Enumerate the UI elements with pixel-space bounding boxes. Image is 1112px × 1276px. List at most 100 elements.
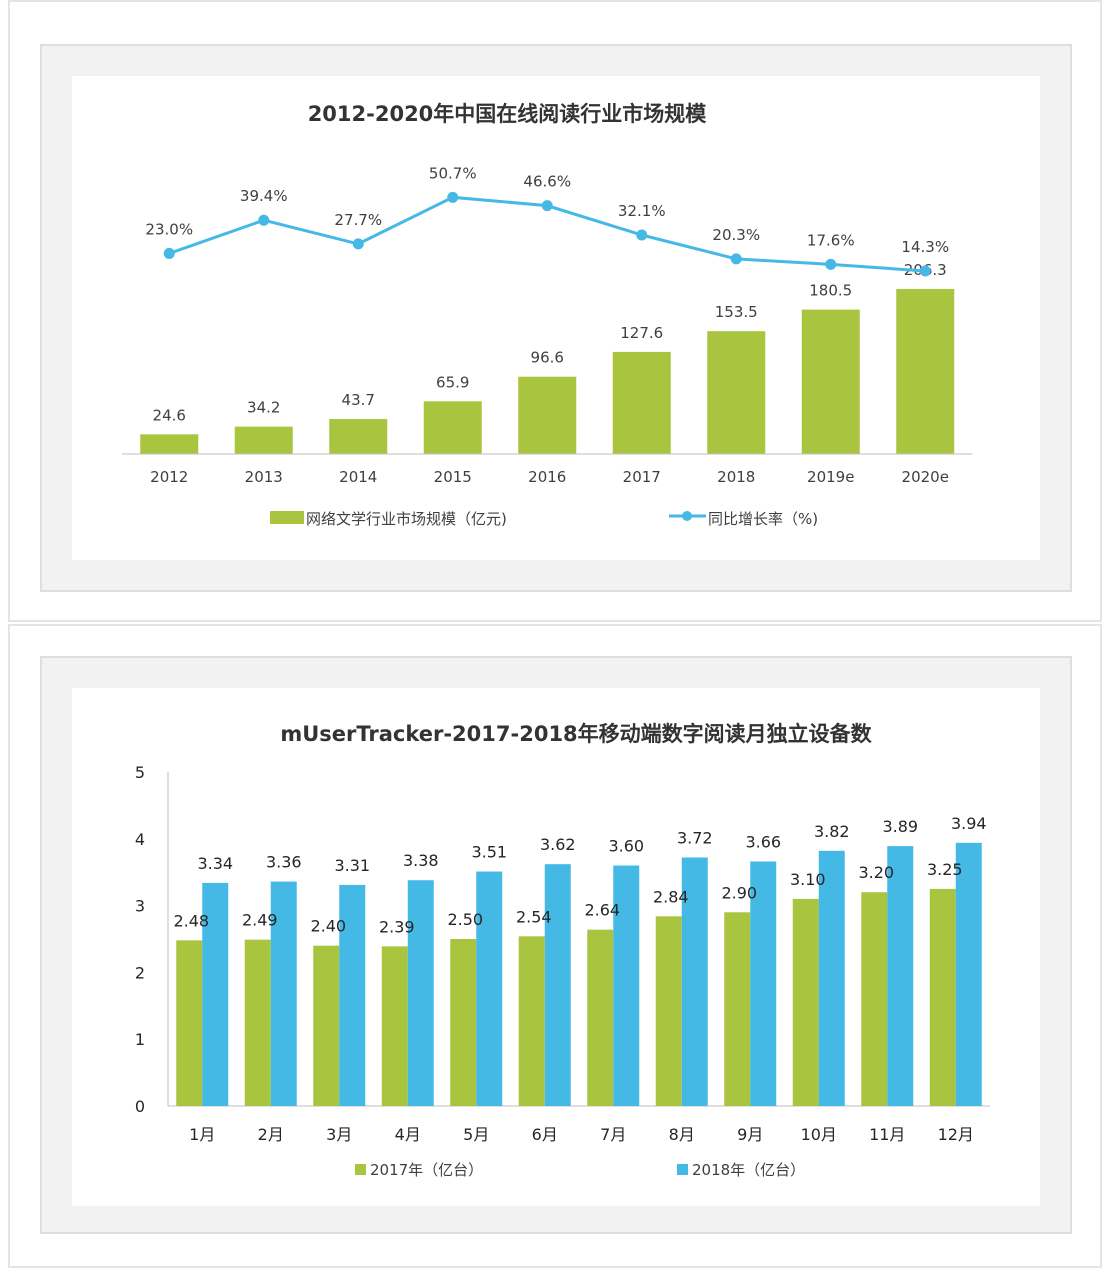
y-tick-label: 0	[135, 1097, 145, 1116]
bar-2017	[861, 892, 888, 1106]
x-tick-label: 2015	[434, 468, 472, 486]
data-label: 24.6	[153, 406, 186, 424]
x-tick-label: 5月	[463, 1125, 489, 1144]
bar	[612, 351, 671, 454]
data-label: 65.9	[436, 373, 469, 391]
bar-2018	[270, 881, 297, 1106]
bar-2017	[313, 945, 340, 1106]
bar-2018	[339, 884, 366, 1106]
bar-2018	[681, 857, 708, 1106]
monthly-devices-chart: mUserTracker-2017-2018年移动端数字阅读月独立设备数 012…	[135, 722, 990, 1179]
bar-2018	[750, 861, 777, 1106]
x-tick-label: 2020e	[902, 468, 949, 486]
x-tick-label: 11月	[869, 1125, 905, 1144]
legend-label: 网络文学行业市场规模（亿元)	[306, 510, 507, 528]
y-tick-label: 1	[135, 1030, 145, 1049]
bar-2018	[613, 865, 640, 1106]
data-label: 3.34	[197, 854, 233, 873]
bar-2017	[518, 936, 545, 1106]
chart-frame-1: 2012-2020年中国在线阅读行业市场规模 24.6 2012 34.2 2013 4…	[40, 44, 1072, 592]
data-label: 2.49	[242, 911, 278, 930]
bar-2017	[244, 939, 271, 1106]
x-tick-label: 2012	[150, 468, 188, 486]
bar-2017	[587, 929, 614, 1106]
bar	[801, 309, 860, 454]
bar	[518, 376, 577, 454]
line-point	[825, 258, 837, 270]
legend-label: 同比增长率（%)	[708, 510, 818, 528]
x-tick-label: 4月	[395, 1125, 421, 1144]
bar	[234, 426, 293, 454]
data-label: 3.60	[608, 837, 644, 856]
data-label: 2.54	[516, 907, 552, 926]
bar-2017	[724, 912, 751, 1106]
data-label: 3.20	[858, 863, 894, 882]
market-size-chart: 2012-2020年中国在线阅读行业市场规模 24.6 2012 34.2 2013 4…	[122, 102, 973, 528]
y-tick-label: 4	[135, 830, 145, 849]
bar-2017	[381, 946, 408, 1106]
data-label: 3.66	[745, 833, 781, 852]
bar-2018	[887, 846, 914, 1106]
bar	[140, 434, 199, 454]
x-tick-label: 6月	[532, 1125, 558, 1144]
bar-2017	[450, 939, 477, 1106]
legend-label: 2018年（亿台）	[692, 1161, 805, 1179]
chart-title: mUserTracker-2017-2018年移动端数字阅读月独立设备数	[280, 722, 872, 746]
data-label: 3.36	[266, 853, 302, 872]
line-point	[352, 238, 364, 250]
bar	[896, 288, 955, 454]
x-tick-label: 8月	[669, 1125, 695, 1144]
legend-swatch-bar	[270, 511, 304, 524]
x-tick-label: 1月	[189, 1125, 215, 1144]
bar-2018	[476, 871, 503, 1106]
x-tick-label: 2014	[339, 468, 377, 486]
data-label: 3.38	[403, 851, 439, 870]
data-label: 43.7	[342, 391, 375, 409]
data-label: 2.50	[447, 910, 483, 929]
bar-2018	[955, 842, 982, 1106]
data-label: 3.51	[471, 843, 507, 862]
data-label: 20.3%	[712, 226, 760, 244]
bar	[423, 401, 482, 454]
chart-panel-1: 2012-2020年中国在线阅读行业市场规模 24.6 2012 34.2 2013 4…	[8, 0, 1102, 622]
bar-2018	[407, 880, 434, 1106]
y-tick-label: 2	[135, 963, 145, 982]
bar	[707, 331, 766, 454]
legend-label: 2017年（亿台）	[370, 1161, 483, 1179]
x-tick-label: 2月	[258, 1125, 284, 1144]
x-tick-label: 2016	[528, 468, 566, 486]
data-label: 32.1%	[618, 202, 666, 220]
data-label: 180.5	[809, 282, 852, 300]
line-point	[919, 265, 931, 277]
line-point	[163, 247, 175, 259]
data-label: 2.64	[584, 901, 620, 920]
data-label: 14.3%	[901, 238, 949, 256]
data-label: 3.62	[540, 835, 576, 854]
bar	[329, 419, 388, 454]
legend-swatch-2018	[677, 1164, 688, 1175]
x-tick-label: 2018	[717, 468, 755, 486]
legend-swatch-point	[682, 511, 692, 521]
x-tick-label: 7月	[600, 1125, 626, 1144]
data-label: 3.89	[882, 817, 918, 836]
data-label: 2.40	[310, 917, 346, 936]
data-label: 34.2	[247, 399, 280, 417]
x-tick-label: 12月	[938, 1125, 974, 1144]
line-point	[730, 253, 742, 265]
x-tick-label: 2017	[623, 468, 661, 486]
data-label: 2.90	[721, 883, 757, 902]
line-point	[258, 214, 270, 226]
chart-title: 2012-2020年中国在线阅读行业市场规模	[308, 102, 708, 126]
data-label: 2.84	[653, 887, 689, 906]
line-point	[447, 191, 459, 203]
x-tick-label: 2013	[245, 468, 283, 486]
bar-2017	[176, 940, 203, 1106]
bar-2017	[655, 916, 682, 1106]
data-label: 3.94	[951, 814, 987, 833]
data-label: 153.5	[715, 303, 758, 321]
data-label: 96.6	[531, 349, 564, 367]
data-label: 3.10	[790, 870, 826, 889]
